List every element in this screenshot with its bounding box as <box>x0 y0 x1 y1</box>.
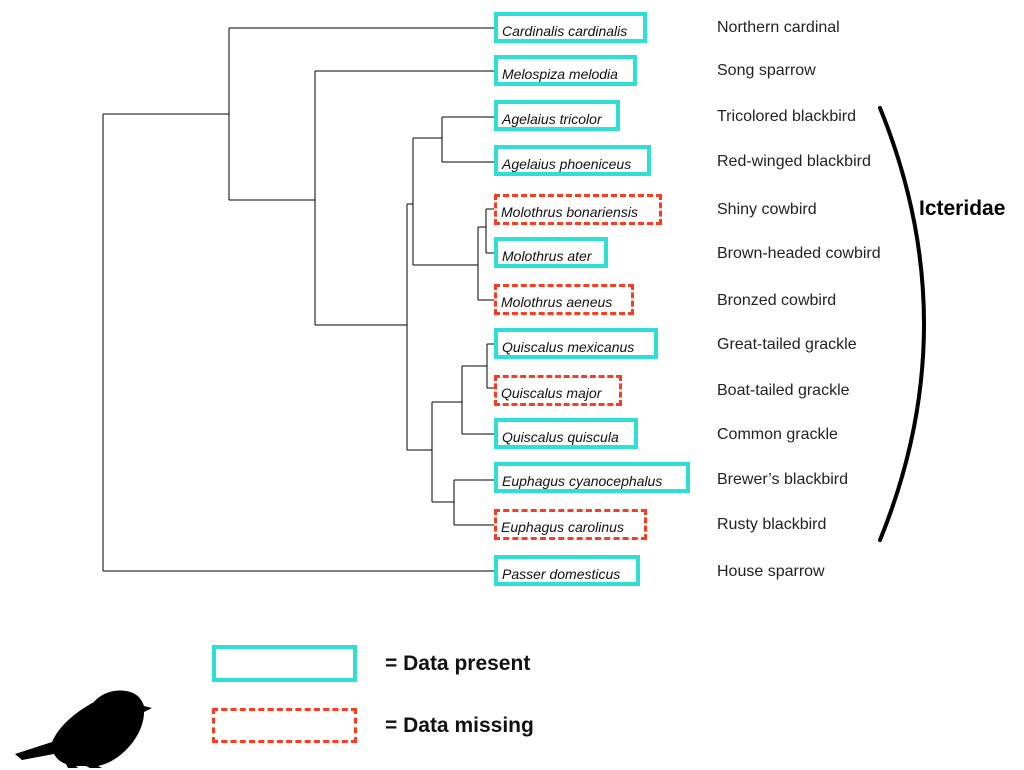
legend-swatch-present <box>212 645 357 682</box>
common-name: Tricolored blackbird <box>717 108 857 125</box>
common-name: Shiny cowbird <box>717 201 817 218</box>
scientific-name: Melospiza melodia <box>502 66 618 82</box>
scientific-name: Molothrus aeneus <box>501 294 613 310</box>
scientific-name: Euphagus carolinus <box>501 519 624 535</box>
scientific-name: Agelaius phoeniceus <box>502 156 632 172</box>
taxon-box-euphagus-cyanocephalus: Euphagus cyanocephalus <box>494 462 690 493</box>
common-name: Brewer’s blackbird <box>717 471 849 488</box>
taxon-box-quiscalus-quiscula: Quiscalus quiscula <box>494 418 638 449</box>
taxon-box-melospiza: Melospiza melodia <box>494 55 637 86</box>
taxon-box-agelaius-tricolor: Agelaius tricolor <box>494 100 620 131</box>
common-name: Brown-headed cowbird <box>717 245 881 262</box>
common-name: House sparrow <box>717 563 825 580</box>
taxon-box-molothrus-ater: Molothrus ater <box>494 237 608 268</box>
clade-label-icteridae: Icteridae <box>919 197 1006 220</box>
scientific-name: Quiscalus quiscula <box>502 429 619 445</box>
scientific-name: Agelaius tricolor <box>502 111 602 127</box>
taxon-box-quiscalus-mexicanus: Quiscalus mexicanus <box>494 328 658 359</box>
scientific-name: Quiscalus major <box>501 385 602 401</box>
taxon-box-quiscalus-major: Quiscalus major <box>494 375 622 406</box>
common-name: Rusty blackbird <box>717 516 827 533</box>
legend-label-present: = Data present <box>385 652 531 675</box>
scientific-name: Euphagus cyanocephalus <box>502 473 663 489</box>
common-name: Common grackle <box>717 426 838 443</box>
bird-silhouette-icon <box>15 690 152 768</box>
common-name: Great-tailed grackle <box>717 336 857 353</box>
taxon-box-cardinalis: Cardinalis cardinalis <box>494 12 647 43</box>
taxon-box-molothrus-aeneus: Molothrus aeneus <box>494 284 634 315</box>
scientific-name: Molothrus bonariensis <box>501 204 638 220</box>
common-name: Bronzed cowbird <box>717 292 837 309</box>
taxon-box-molothrus-bonariensis: Molothrus bonariensis <box>494 194 662 225</box>
taxon-box-passer: Passer domesticus <box>494 555 640 586</box>
clade-bracket <box>878 106 926 542</box>
taxon-box-agelaius-phoeniceus: Agelaius phoeniceus <box>494 145 651 176</box>
scientific-name: Cardinalis cardinalis <box>502 23 628 39</box>
scientific-name: Quiscalus mexicanus <box>502 339 635 355</box>
scientific-name: Molothrus ater <box>502 248 592 264</box>
scientific-name: Passer domesticus <box>502 566 621 582</box>
legend-label-missing: = Data missing <box>385 714 534 737</box>
common-name: Red-winged blackbird <box>717 153 871 170</box>
common-name: Boat-tailed grackle <box>717 382 850 399</box>
legend-swatch-missing <box>212 708 357 743</box>
common-name: Northern cardinal <box>717 19 840 36</box>
common-name: Song sparrow <box>717 62 816 79</box>
taxon-box-euphagus-carolinus: Euphagus carolinus <box>494 509 647 540</box>
